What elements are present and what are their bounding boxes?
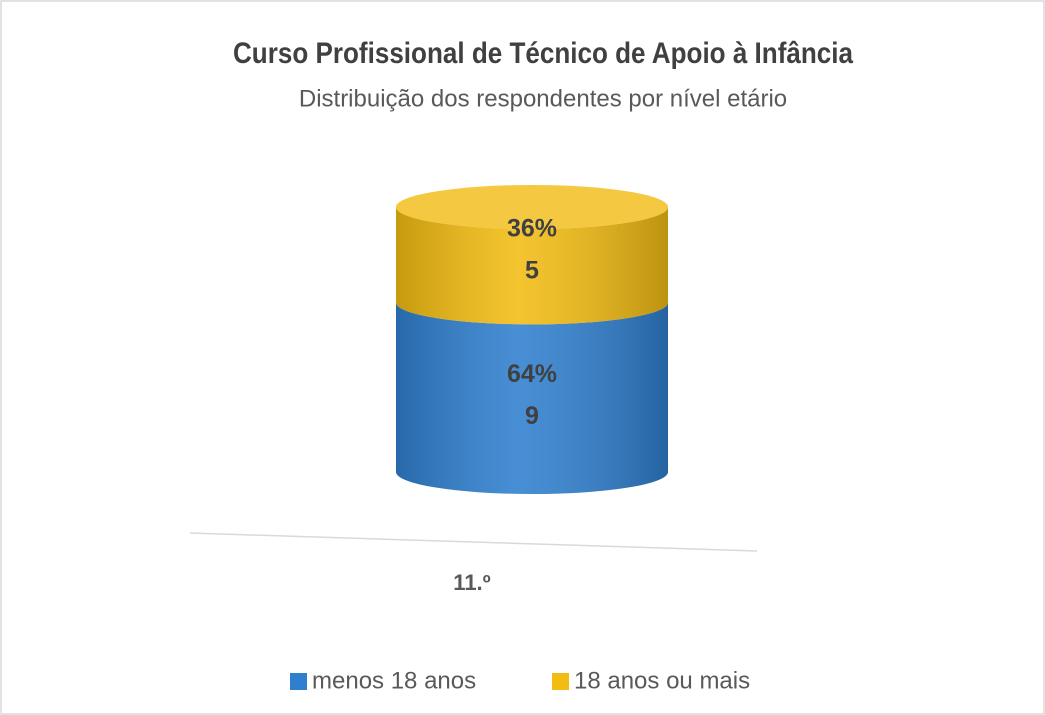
- data-count-label: 5: [525, 256, 539, 284]
- data-label: 64%: [507, 360, 557, 388]
- data-label: 36%: [507, 214, 557, 242]
- data-count-label: 9: [525, 402, 539, 430]
- cylinder-top: [396, 185, 668, 229]
- segment-shade: [396, 207, 668, 325]
- legend-swatch: [552, 673, 569, 690]
- chart-subtitle: Distribuição dos respondentes por nível …: [299, 85, 787, 112]
- legend-swatch: [290, 673, 307, 690]
- x-tick-label: 11.º: [453, 570, 490, 595]
- cylinder-top-shine: [396, 185, 668, 229]
- legend-label: 18 anos ou mais: [574, 667, 750, 694]
- segment-shade: [396, 302, 668, 494]
- floor-line: [189, 532, 758, 552]
- legend-label: menos 18 anos: [312, 667, 476, 694]
- chart-title: Curso Profissional de Técnico de Apoio à…: [233, 37, 853, 70]
